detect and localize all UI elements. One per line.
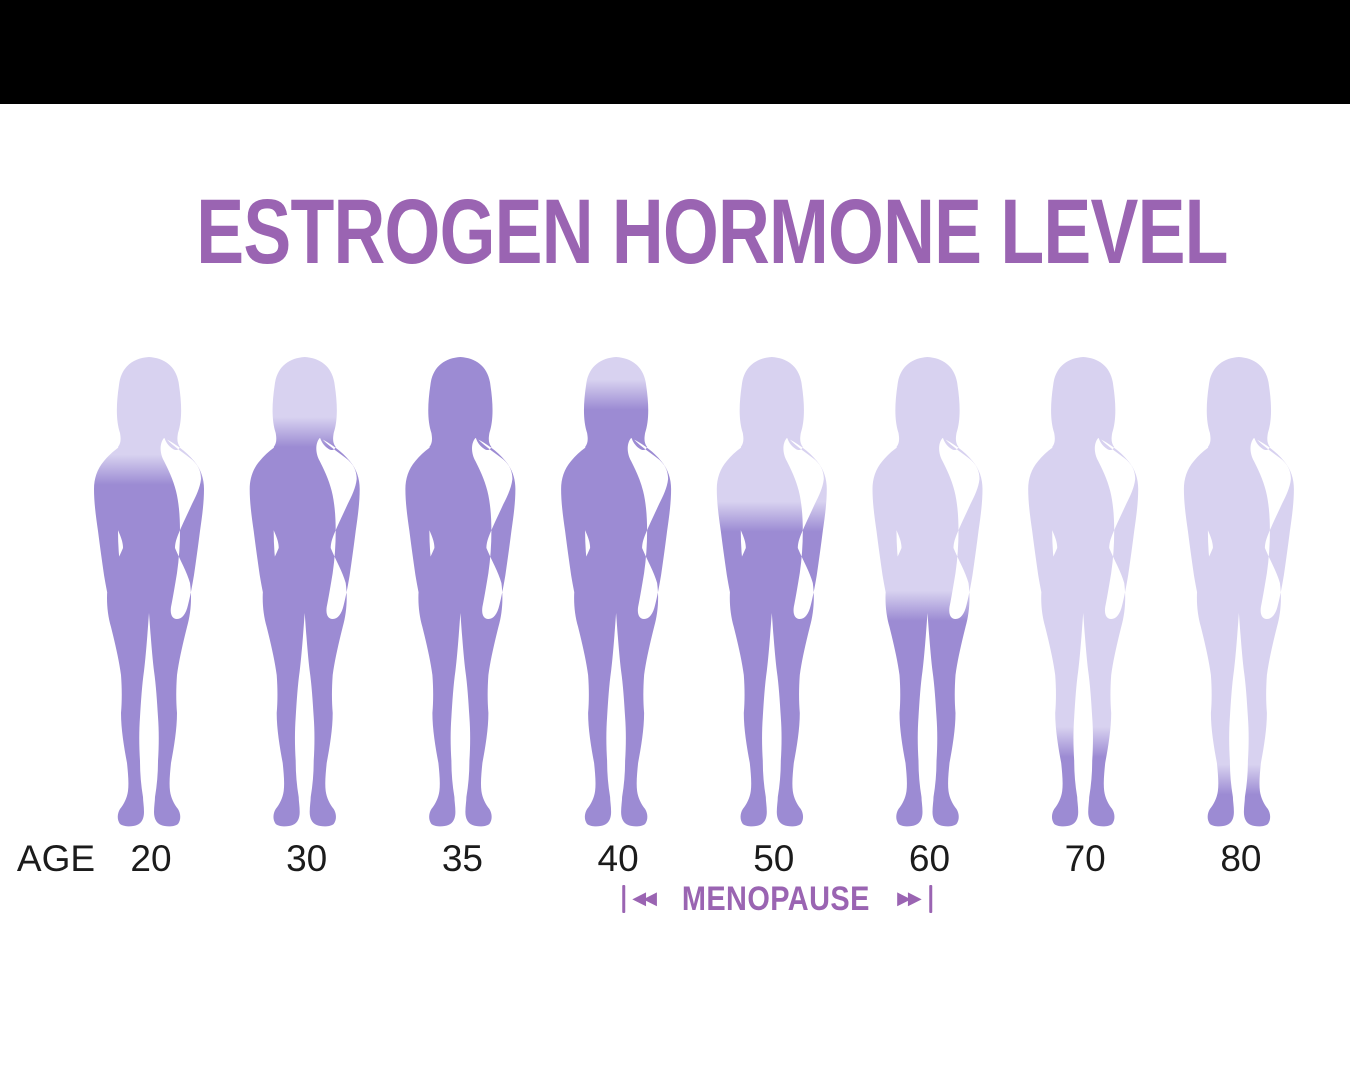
age-tick-40: 40 [597, 838, 639, 879]
menopause-left-cap [622, 885, 626, 913]
silhouettes-svg [94, 357, 1294, 827]
top-black-bar [0, 0, 1350, 104]
menopause-label: MENOPAUSE [681, 880, 870, 918]
silhouette-age-30 [249, 357, 360, 827]
silhouette-age-80 [1183, 357, 1294, 827]
silhouette-age-35 [405, 357, 516, 827]
silhouette-age-50 [716, 357, 827, 827]
page-title-text: ESTROGEN HORMONE LEVEL [196, 181, 1228, 283]
age-tick-70: 70 [1064, 838, 1106, 879]
age-tick-50: 50 [753, 838, 795, 879]
menopause-right-cap [928, 885, 932, 913]
silhouette-chart [0, 355, 1350, 835]
age-tick-20: 20 [130, 838, 172, 879]
silhouette-age-40 [561, 357, 672, 827]
age-tick-35: 35 [441, 838, 483, 879]
age-axis-label: AGE [16, 838, 96, 879]
menopause-left-arrows-icon: ◀◀ [632, 888, 657, 908]
silhouette-age-60 [872, 357, 983, 827]
page-title: ESTROGEN HORMONE LEVEL [51, 186, 1350, 278]
age-tick-30: 30 [286, 838, 328, 879]
menopause-right-arrows-icon: ▶▶ [897, 888, 922, 908]
silhouette-age-70 [1028, 357, 1139, 827]
menopause-annotation: ◀◀ MENOPAUSE ▶▶ [622, 882, 932, 916]
age-tick-80: 80 [1220, 838, 1262, 879]
silhouette-age-20 [94, 357, 204, 827]
age-tick-60: 60 [908, 838, 951, 879]
